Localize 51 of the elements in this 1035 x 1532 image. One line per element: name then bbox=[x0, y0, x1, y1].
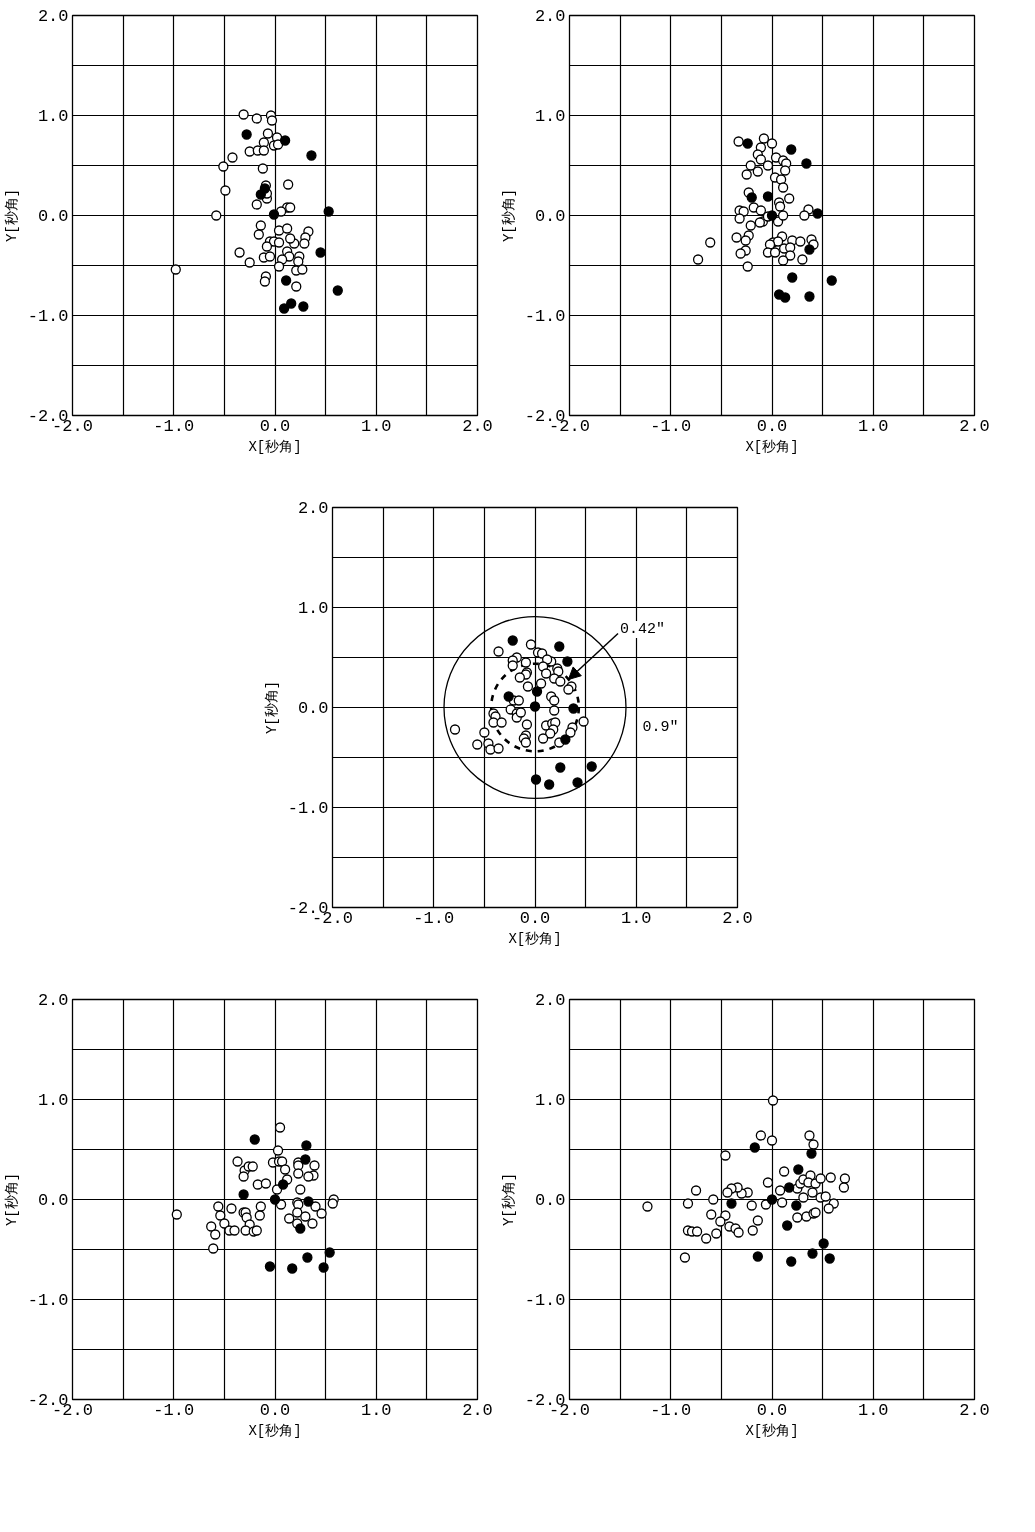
x-axis-title: X[秒角] bbox=[745, 438, 799, 455]
y-tick-label: 0.0 bbox=[37, 207, 69, 226]
x-tick-label: -1.0 bbox=[413, 908, 455, 928]
annotation: 0.9" bbox=[642, 719, 679, 736]
y-axis-title: Y[秒角] bbox=[500, 1172, 517, 1227]
x-tick-label: 2.0 bbox=[462, 416, 493, 436]
x-axis-title: X[秒角] bbox=[248, 438, 302, 455]
y-tick-label: 2.0 bbox=[534, 7, 566, 26]
y-tick-label: -1.0 bbox=[287, 799, 329, 818]
x-axis-title: X[秒角] bbox=[248, 1422, 302, 1439]
y-tick-label: 2.0 bbox=[37, 991, 69, 1010]
x-tick-label: 0.0 bbox=[756, 1400, 788, 1420]
x-axis-title: X[秒角] bbox=[508, 930, 562, 947]
x-tick-label: 1.0 bbox=[620, 908, 652, 928]
x-tick-label: -1.0 bbox=[153, 1400, 195, 1420]
y-tick-label: 2.0 bbox=[534, 991, 566, 1010]
x-tick-label: -1.0 bbox=[650, 416, 692, 436]
y-tick-label: 0.0 bbox=[534, 207, 566, 226]
y-tick-label: 1.0 bbox=[297, 599, 329, 618]
y-tick-label: 0.0 bbox=[534, 1191, 566, 1210]
y-axis-title: Y[秒角] bbox=[263, 680, 280, 735]
x-tick-label: 1.0 bbox=[360, 1400, 392, 1420]
x-tick-label: 1.0 bbox=[360, 416, 392, 436]
y-axis-title: Y[秒角] bbox=[3, 188, 20, 243]
x-tick-label: 0.0 bbox=[259, 1400, 291, 1420]
y-tick-label: 2.0 bbox=[37, 7, 69, 26]
y-axis-title: Y[秒角] bbox=[500, 188, 517, 243]
x-tick-label: 2.0 bbox=[959, 416, 990, 436]
x-tick-label: 1.0 bbox=[857, 1400, 889, 1420]
y-tick-label: -1.0 bbox=[524, 307, 566, 326]
y-tick-label: 1.0 bbox=[37, 1091, 69, 1110]
x-tick-label: 0.0 bbox=[259, 416, 291, 436]
x-tick-label: -1.0 bbox=[153, 416, 195, 436]
y-tick-label: -1.0 bbox=[524, 1291, 566, 1310]
y-tick-label: 0.0 bbox=[37, 1191, 69, 1210]
x-tick-label: 2.0 bbox=[959, 1400, 990, 1420]
y-tick-label: -1.0 bbox=[27, 307, 69, 326]
y-tick-label: 1.0 bbox=[37, 107, 69, 126]
x-tick-label: -1.0 bbox=[650, 1400, 692, 1420]
y-tick-label: 2.0 bbox=[297, 499, 329, 518]
x-tick-label: 2.0 bbox=[462, 1400, 493, 1420]
x-tick-label: 1.0 bbox=[857, 416, 889, 436]
y-tick-label: -1.0 bbox=[27, 1291, 69, 1310]
x-tick-label: 2.0 bbox=[722, 908, 753, 928]
x-tick-label: 0.0 bbox=[756, 416, 788, 436]
y-tick-label: 1.0 bbox=[534, 1091, 566, 1110]
y-axis-title: Y[秒角] bbox=[3, 1172, 20, 1227]
annotation: 0.42" bbox=[620, 621, 666, 638]
y-tick-label: 1.0 bbox=[534, 107, 566, 126]
y-tick-label: 0.0 bbox=[297, 699, 329, 718]
x-axis-title: X[秒角] bbox=[745, 1422, 799, 1439]
